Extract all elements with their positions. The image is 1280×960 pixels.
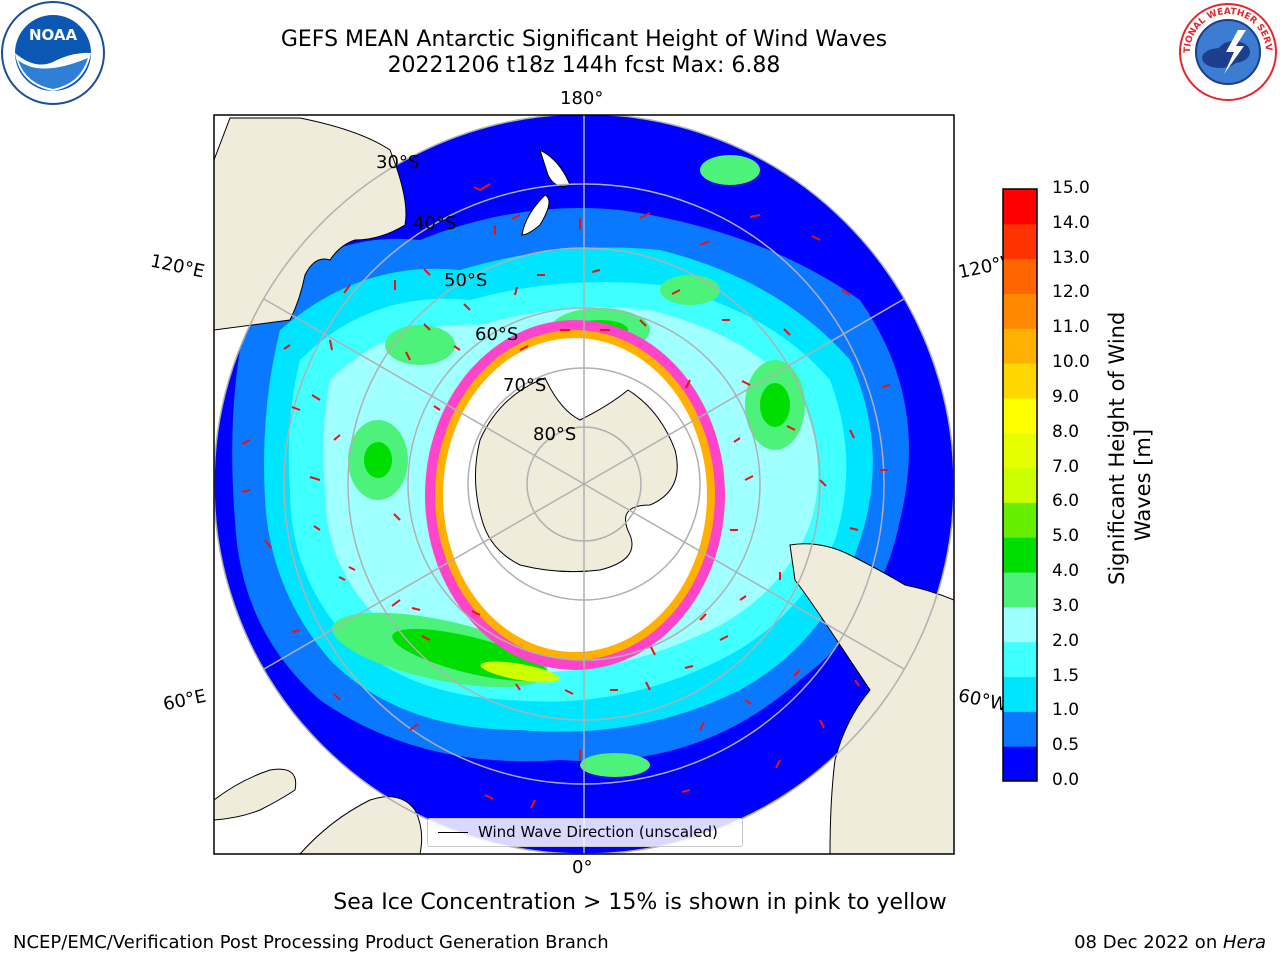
colorbar-tick-label: 12.0 (1052, 282, 1090, 303)
colorbar-tick-label: 10.0 (1052, 352, 1090, 373)
svg-text:NOAA: NOAA (29, 26, 78, 44)
colorbar-segment (1003, 641, 1037, 678)
footer-credit: NCEP/EMC/Verification Post Processing Pr… (13, 932, 609, 953)
colorbar-tick-label: 1.0 (1052, 700, 1080, 721)
legend-line-sample (438, 832, 468, 833)
colorbar-tick-label: 15.0 (1052, 178, 1090, 198)
footer-date-text: 08 Dec 2022 on (1074, 932, 1223, 953)
noaa-logo: NOAA (1, 1, 105, 105)
footer-date: 08 Dec 2022 on Hera (1074, 932, 1266, 953)
colorbar-tick-label: 6.0 (1052, 491, 1080, 512)
colorbar-segment (1003, 711, 1037, 747)
colorbar-segment (1003, 223, 1037, 260)
colorbar-tick-label: 0.5 (1052, 735, 1080, 756)
colorbar (1002, 188, 1038, 782)
colorbar-segment (1003, 537, 1037, 573)
colorbar-segment (1003, 328, 1037, 364)
colorbar-tick-label: 0.0 (1052, 770, 1080, 790)
colorbar-title: Significant Height of Wind Waves [m] (1104, 311, 1156, 585)
map-frame (213, 114, 955, 855)
latitude-label-60s: 60°S (475, 324, 519, 345)
colorbar-tick-label: 2.0 (1052, 630, 1080, 651)
new-zealand-south-island (521, 194, 550, 236)
sea-ice-note: Sea Ice Concentration > 15% is shown in … (333, 890, 947, 915)
colorbar-tick-label: 5.0 (1052, 526, 1080, 547)
national-weather-service-logo: NATIONAL WEATHER SERVICE (1176, 0, 1278, 102)
meridian-label-0: 0° (572, 857, 593, 878)
map-legend: Wind Wave Direction (unscaled) (427, 818, 743, 847)
colorbar-tick-label: 14.0 (1052, 212, 1090, 233)
colorbar-segment (1003, 676, 1037, 712)
latitude-label-50s: 50°S (444, 270, 488, 291)
colorbar-tick-label: 4.0 (1052, 561, 1080, 582)
colorbar-segment (1003, 363, 1037, 399)
colorbar-segment (1003, 189, 1037, 225)
chart-title: GEFS MEAN Antarctic Significant Height o… (280, 27, 888, 52)
colorbar-segment (1003, 746, 1037, 782)
colorbar-segment (1003, 258, 1037, 294)
colorbar-segment (1003, 572, 1037, 608)
colorbar-title-line2: Waves [m] (1131, 428, 1155, 542)
latitude-label-80s: 80°S (533, 424, 577, 445)
colorbar-segment (1003, 502, 1037, 538)
chart-subtitle: 20221206 t18z 144h fcst Max: 6.88 (387, 53, 781, 78)
south-america-landmass (789, 543, 954, 854)
colorbar-segment (1003, 432, 1037, 469)
colorbar-tick-label: 1.5 (1052, 665, 1080, 686)
africa-landmass-south (299, 796, 423, 854)
legend-label: Wind Wave Direction (unscaled) (478, 823, 718, 841)
latitude-label-70s: 70°S (503, 375, 547, 396)
antarctica-landmass (475, 377, 678, 573)
footer-host: Hera (1222, 932, 1266, 953)
latitude-label-40s: 40°S (413, 213, 457, 234)
colorbar-segment (1003, 606, 1037, 643)
colorbar-segment (1003, 397, 1037, 434)
colorbar-segment (1003, 293, 1037, 329)
colorbar-tick-label: 8.0 (1052, 421, 1080, 442)
colorbar-segment (1003, 467, 1037, 503)
colorbar-tick-label: 7.0 (1052, 456, 1080, 477)
graticule (214, 115, 954, 854)
australia-landmass (214, 117, 407, 331)
africa-landmass (214, 768, 297, 821)
colorbar-tick-label: 11.0 (1052, 317, 1090, 338)
colorbar-tick-label: 3.0 (1052, 595, 1080, 616)
colorbar-tick-label: 9.0 (1052, 386, 1080, 407)
colorbar-title-line1: Significant Height of Wind (1105, 311, 1129, 585)
wind-wave-arrows (241, 183, 891, 809)
colorbar-tick-label: 13.0 (1052, 247, 1090, 268)
latitude-label-30s: 30°S (376, 152, 420, 173)
meridian-label-180: 180° (560, 88, 604, 109)
